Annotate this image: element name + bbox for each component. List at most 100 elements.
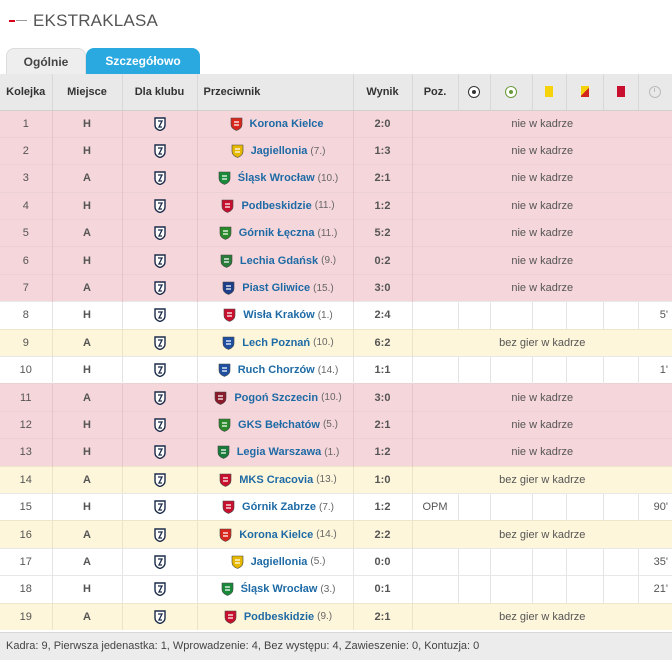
club-badge-icon [153,445,166,460]
match-result-link[interactable]: 2:0 [352,109,412,138]
opponent-badge-icon [221,199,241,213]
venue: H [51,246,122,275]
col-poz[interactable]: Poz. [411,74,458,111]
match-result-link[interactable]: 2:1 [352,602,412,631]
table-row: 8 H Wisła Kraków (1.) 2:4 5' [0,301,672,330]
club-cell [121,438,197,467]
goals-cell [457,492,490,521]
match-result-link[interactable]: 3:0 [352,273,412,302]
club-cell [121,575,197,604]
opponent-cell: MKS Cracovia (13.) [196,465,353,494]
match-result-link[interactable]: 0:1 [352,575,412,604]
opponent-cell: Jagiellonia (5.) [196,547,353,576]
club-badge-icon [153,555,166,569]
club-badge-icon [153,226,166,241]
opponent-link[interactable]: Jagiellonia [250,555,308,568]
match-result-link[interactable]: 1:3 [352,136,412,165]
club-cell [121,328,197,357]
col-miejsce[interactable]: Miejsce [51,74,122,111]
opponent-badge-icon [222,336,242,350]
opponent-position: (13.) [316,474,337,486]
match-result-link[interactable]: 2:4 [352,301,412,330]
opponent-link[interactable]: Piast Gliwice [242,282,311,295]
col-kolejka[interactable]: Kolejka [0,74,52,111]
status-note: nie w kadrze [411,109,672,138]
venue: H [51,356,122,384]
assists-cell [489,301,532,330]
match-result-link[interactable]: 2:2 [352,520,412,549]
opponent-link[interactable]: Górnik Łęczna [238,227,315,240]
match-result-link[interactable]: 0:2 [352,246,412,275]
opponent-cell: Śląsk Wrocław (3.) [196,575,353,604]
opponent-badge-icon [219,528,239,542]
opponent-link[interactable]: Podbeskidzie [241,199,312,212]
opponent-badge-icon [218,418,238,432]
opponent-link[interactable]: GKS Bełchatów [238,418,320,431]
match-result-link[interactable]: 6:2 [352,328,412,357]
col-yellow[interactable] [531,74,566,111]
col-przeciwnik[interactable]: Przeciwnik [196,74,353,111]
opponent-cell: Korona Kielce (14.) [196,520,353,549]
venue: A [51,465,122,494]
col-wynik[interactable]: Wynik [352,74,412,111]
match-result-link[interactable]: 1:2 [352,492,412,521]
club-cell [121,246,197,275]
table-row: 11 A Pogoń Szczecin (10.) 3:0 nie w kadrze [0,383,672,412]
minutes-cell: 35' [637,547,672,576]
table-row: 5 A Górnik Łęczna (11.) 5:2 nie w kadrze [0,219,672,247]
table-row: 15 H Górnik Zabrze (7.) 1:2 OPM 90' [0,492,672,521]
opponent-link[interactable]: Wisła Kraków [243,309,315,322]
opponent-link[interactable]: Lech Poznań [242,336,311,349]
position-cell: OPM [411,492,458,521]
match-result-link[interactable]: 2:1 [352,164,412,193]
club-badge-icon [153,308,166,323]
status-note: nie w kadrze [411,273,672,302]
round-number: 4 [0,191,52,220]
opponent-link[interactable]: Podbeskidzie [243,610,315,623]
opponent-link[interactable]: Korona Kielce [249,117,324,130]
match-result-link[interactable]: 1:2 [352,438,412,467]
opponent-link[interactable]: Korona Kielce [239,528,314,541]
venue: H [51,492,122,521]
match-result-link[interactable]: 2:1 [352,410,412,439]
opponent-link[interactable]: Legia Warszawa [236,446,322,459]
opponent-link[interactable]: Lechia Gdańsk [239,254,319,267]
col-yellow-red[interactable] [565,74,603,111]
match-result-link[interactable]: 1:0 [352,465,412,494]
club-cell [121,191,197,220]
tab-ogolne[interactable]: Ogólnie [6,48,86,74]
match-result-link[interactable]: 3:0 [352,383,412,412]
col-minutes[interactable] [637,74,672,111]
opponent-link[interactable]: MKS Cracovia [239,473,314,486]
minutes-cell: 21' [637,575,672,604]
opponent-badge-icon [220,254,240,268]
opponent-link[interactable]: Śląsk Wrocław [237,172,315,185]
opponent-cell: Lechia Gdańsk (9.) [196,246,353,275]
opponent-position: (11.) [314,200,335,212]
round-number: 5 [0,219,52,247]
opponent-link[interactable]: Pogoń Szczecin [234,391,319,404]
opponent-cell: Górnik Zabrze (7.) [196,492,353,521]
col-red[interactable] [602,74,638,111]
opponent-link[interactable]: Górnik Zabrze [242,501,316,514]
col-dla-klubu[interactable]: Dla klubu [121,74,197,111]
match-result-link[interactable]: 5:2 [352,219,412,247]
round-number: 19 [0,602,52,631]
table-row: 12 H GKS Bełchatów (5.) 2:1 nie w kadrze [0,410,672,439]
opponent-link[interactable]: Jagiellonia [250,145,308,158]
match-result-link[interactable]: 1:1 [352,356,412,384]
match-result-link[interactable]: 1:2 [352,191,412,220]
table-row: 14 A MKS Cracovia (13.) 1:0 bez gier w kadrze [0,465,672,494]
col-goals[interactable] [457,74,490,111]
goals-cell [457,575,490,604]
minutes-cell: 1' [637,356,672,384]
opponent-link[interactable]: Śląsk Wrocław [240,583,318,596]
club-badge-icon [153,363,166,378]
opponent-cell: Podbeskidzie (11.) [196,191,353,220]
club-cell [121,164,197,193]
tab-szczegolowo[interactable]: Szczegółowo [86,48,200,74]
status-note: nie w kadrze [411,246,672,275]
match-result-link[interactable]: 0:0 [352,547,412,576]
opponent-link[interactable]: Ruch Chorzów [237,364,315,377]
col-assists[interactable] [489,74,532,111]
